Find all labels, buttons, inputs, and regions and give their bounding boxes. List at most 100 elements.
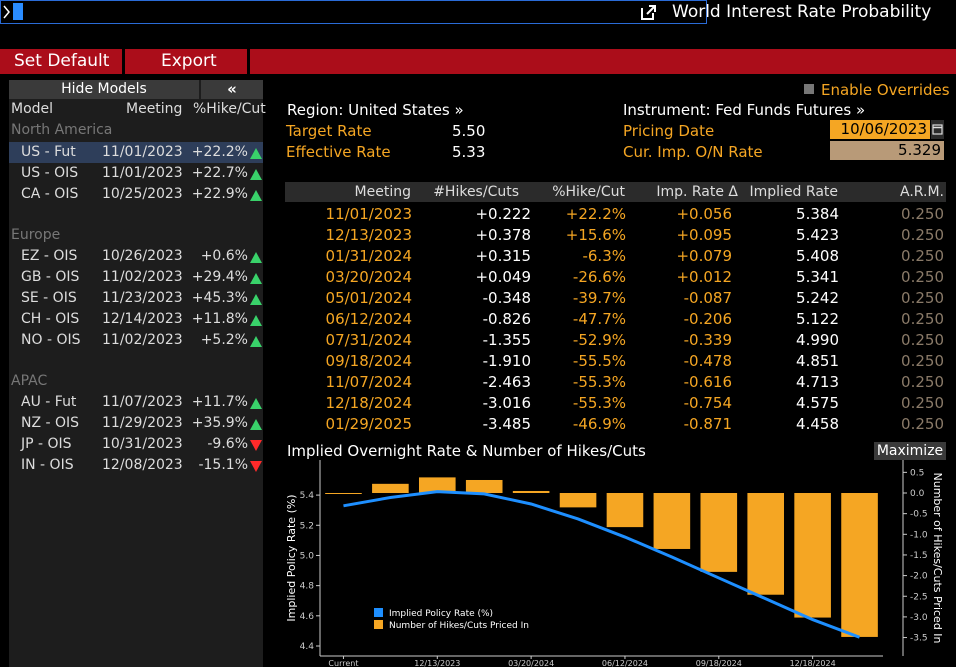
cell-hikes: +0.049 — [475, 268, 531, 286]
pricing-date-input[interactable]: 10/06/2023 — [830, 120, 930, 139]
table-row[interactable]: 05/01/2024 -0.348 -39.7% -0.087 5.242 0.250 — [285, 287, 946, 308]
model-row-us-ois[interactable]: US - OIS 11/01/2023 +22.7% — [9, 163, 263, 184]
instrument-selector[interactable]: Instrument: Fed Funds Futures » — [623, 101, 866, 119]
legend-label: Number of Hikes/Cuts Priced In — [389, 621, 529, 631]
col-header-implied-rate[interactable]: Implied Rate — [749, 184, 838, 200]
cell-pct: -6.3% — [582, 247, 626, 265]
cell-hikes: -3.016 — [482, 394, 531, 412]
table-row[interactable]: 01/31/2024 +0.315 -6.3% +0.079 5.408 0.250 — [285, 245, 946, 266]
cell-rate-delta: +0.056 — [676, 205, 732, 223]
cell-rate-delta: -0.087 — [683, 289, 732, 307]
enable-overrides-checkbox[interactable] — [804, 84, 814, 94]
cell-meeting: 06/12/2024 — [325, 310, 412, 328]
model-pct: +11.7% — [191, 394, 248, 410]
cell-rate-delta: -0.478 — [683, 352, 732, 370]
column-header-model[interactable]: Model — [11, 101, 54, 117]
command-caret-icon — [3, 5, 10, 19]
y-tick-label: 4.6 — [300, 612, 315, 622]
cell-implied-rate: 5.122 — [796, 310, 839, 328]
legend-swatch — [374, 620, 383, 629]
cell-hikes: -0.826 — [482, 310, 531, 328]
model-meeting: 10/31/2023 — [102, 436, 183, 452]
model-pct: +22.7% — [191, 165, 248, 181]
up-arrow-icon — [250, 336, 262, 347]
model-row-ch-ois[interactable]: CH - OIS 12/14/2023 +11.8% — [9, 309, 263, 330]
maximize-button[interactable]: Maximize — [874, 442, 946, 460]
cell-pct: -55.3% — [572, 394, 626, 412]
up-arrow-icon — [250, 419, 262, 430]
col-header-pct[interactable]: %Hike/Cut — [552, 184, 625, 200]
table-row[interactable]: 09/18/2024 -1.910 -55.5% -0.478 4.851 0.250 — [285, 350, 946, 371]
col-header-rate-delta[interactable]: Imp. Rate Δ — [656, 184, 738, 200]
y-axis-title: Implied Policy Rate (%) — [285, 494, 298, 621]
cell-arm: 0.250 — [901, 331, 944, 349]
hikes-bar — [512, 490, 550, 493]
toolbar-divider — [122, 49, 125, 74]
set-default-button[interactable]: Set Default — [14, 51, 110, 71]
cell-arm: 0.250 — [901, 226, 944, 244]
model-row-nz-ois[interactable]: NZ - OIS 11/29/2023 +35.9% — [9, 413, 263, 434]
collapse-panel-button[interactable]: « — [201, 80, 263, 99]
cell-arm: 0.250 — [901, 310, 944, 328]
cell-arm: 0.250 — [901, 415, 944, 433]
model-name: US - OIS — [21, 165, 79, 181]
model-name: NO - OIS — [21, 332, 81, 348]
command-line-input[interactable] — [0, 0, 707, 24]
col-header-arm[interactable]: A.R.M. — [900, 184, 944, 200]
table-row[interactable]: 11/01/2023 +0.222 +22.2% +0.056 5.384 0.250 — [285, 203, 946, 224]
cell-implied-rate: 4.575 — [796, 394, 839, 412]
col-header-hikes[interactable]: #Hikes/Cuts — [433, 184, 519, 200]
cell-implied-rate: 5.423 — [796, 226, 839, 244]
hikes-bar — [700, 493, 738, 572]
model-name: GB - OIS — [21, 269, 80, 285]
model-pct: -15.1% — [198, 457, 248, 473]
column-header-meeting[interactable]: Meeting — [126, 101, 183, 117]
col-header-meeting[interactable]: Meeting — [354, 184, 411, 200]
model-row-us-fut[interactable]: US - Fut 11/01/2023 +22.2% — [9, 142, 263, 163]
launch-window-icon[interactable] — [640, 4, 657, 21]
region-selector[interactable]: Region: United States » — [287, 101, 464, 119]
cell-pct: +15.6% — [565, 226, 626, 244]
table-row[interactable]: 12/18/2024 -3.016 -55.3% -0.754 4.575 0.250 — [285, 392, 946, 413]
model-row-au-fut[interactable]: AU - Fut 11/07/2023 +11.7% — [9, 392, 263, 413]
model-row-ca-ois[interactable]: CA - OIS 10/25/2023 +22.9% — [9, 184, 263, 205]
model-name: IN - OIS — [21, 457, 74, 473]
table-row[interactable]: 07/31/2024 -1.355 -52.9% -0.339 4.990 0.250 — [285, 329, 946, 350]
table-row[interactable]: 06/12/2024 -0.826 -47.7% -0.206 5.122 0.250 — [285, 308, 946, 329]
table-row[interactable]: 11/07/2024 -2.463 -55.3% -0.616 4.713 0.250 — [285, 371, 946, 392]
table-row[interactable]: 03/20/2024 +0.049 -26.6% +0.012 5.341 0.250 — [285, 266, 946, 287]
model-pct: +45.3% — [191, 290, 248, 306]
model-row-no-ois[interactable]: NO - OIS 11/02/2023 +5.2% — [9, 330, 263, 351]
enable-overrides-label[interactable]: Enable Overrides — [821, 81, 950, 99]
model-pct: +29.4% — [191, 269, 248, 285]
cell-arm: 0.250 — [901, 373, 944, 391]
cell-meeting: 11/01/2023 — [325, 205, 412, 223]
cell-meeting: 12/13/2023 — [325, 226, 412, 244]
group-label-north-america: North America — [11, 122, 113, 138]
model-meeting: 10/26/2023 — [102, 248, 183, 264]
cell-hikes: -3.485 — [482, 415, 531, 433]
model-row-ez-ois[interactable]: EZ - OIS 10/26/2023 +0.6% — [9, 246, 263, 267]
cell-pct: +22.2% — [565, 205, 626, 223]
effective-rate-value: 5.33 — [452, 143, 486, 161]
hide-models-button[interactable]: Hide Models — [9, 80, 199, 99]
cell-pct: -47.7% — [572, 310, 626, 328]
x-tick-label: 12/13/2023 — [414, 659, 460, 667]
table-row[interactable]: 01/29/2025 -3.485 -46.9% -0.871 4.458 0.250 — [285, 413, 946, 434]
model-name: CA - OIS — [21, 186, 79, 202]
model-meeting: 11/01/2023 — [102, 144, 183, 160]
table-row[interactable]: 12/13/2023 +0.378 +15.6% +0.095 5.423 0.250 — [285, 224, 946, 245]
y2-tick-label: -2.0 — [910, 572, 928, 582]
y2-tick-label: -3.0 — [910, 613, 928, 623]
model-row-in-ois[interactable]: IN - OIS 12/08/2023 -15.1% — [9, 455, 263, 476]
model-row-jp-ois[interactable]: JP - OIS 10/31/2023 -9.6% — [9, 434, 263, 455]
column-header-pct[interactable]: %Hike/Cut — [193, 101, 266, 117]
target-rate-label: Target Rate — [286, 122, 372, 140]
calendar-icon[interactable] — [931, 120, 944, 139]
cell-implied-rate: 5.242 — [796, 289, 839, 307]
model-row-gb-ois[interactable]: GB - OIS 11/02/2023 +29.4% — [9, 267, 263, 288]
export-button[interactable]: Export — [125, 49, 247, 74]
model-meeting: 12/08/2023 — [102, 457, 183, 473]
model-row-se-ois[interactable]: SE - OIS 11/23/2023 +45.3% — [9, 288, 263, 309]
cell-meeting: 01/29/2025 — [325, 415, 412, 433]
